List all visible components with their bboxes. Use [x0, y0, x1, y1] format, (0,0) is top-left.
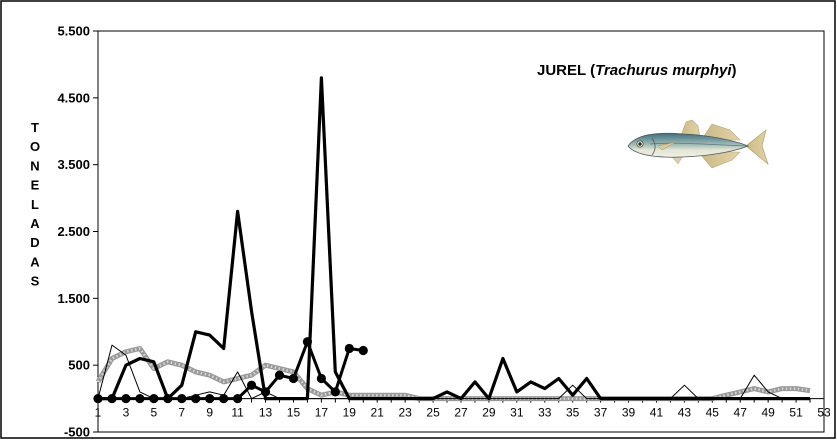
- x-tick-label: 51: [789, 406, 803, 420]
- x-tick-label: 3: [123, 406, 130, 420]
- y-axis-label-letter: T: [31, 120, 39, 135]
- lateral-line: [649, 142, 747, 147]
- data-point: [107, 393, 117, 404]
- x-tick-label: 37: [594, 406, 608, 420]
- series-markers: [93, 337, 368, 404]
- y-tick-label: 3.500: [57, 157, 90, 172]
- x-tick-label: 47: [734, 406, 748, 420]
- x-tick-label: 53: [817, 406, 831, 420]
- plot-area: [97, 30, 825, 433]
- y-axis-label-letter: A: [30, 216, 40, 231]
- series-thin: [97, 344, 810, 400]
- data-point: [191, 393, 201, 404]
- x-tick-label: 19: [343, 406, 357, 420]
- y-axis-label-letter: N: [30, 158, 39, 173]
- x-tick-label: 1: [95, 406, 102, 420]
- x-tick-label: 35: [566, 406, 580, 420]
- x-tick-label: 29: [482, 406, 496, 420]
- x-tick-label: 39: [622, 406, 636, 420]
- series-line-gray-pattern: [96, 347, 811, 400]
- x-tick-label: 31: [510, 406, 524, 420]
- y-axis-label-letter: D: [30, 235, 39, 250]
- data-point: [93, 393, 103, 404]
- fish-pupil: [638, 142, 642, 146]
- chart-title-suffix: ): [732, 62, 737, 79]
- y-tick-label: -500: [64, 425, 90, 440]
- data-point: [163, 393, 173, 404]
- y-axis-label-letter: L: [31, 197, 39, 212]
- x-tick-label: 9: [206, 406, 213, 420]
- chart-title-prefix: JUREL (: [537, 62, 595, 79]
- data-point: [205, 393, 215, 404]
- data-point: [330, 387, 340, 397]
- data-point: [288, 373, 299, 384]
- data-point: [246, 380, 257, 390]
- data-point: [302, 337, 313, 347]
- x-tick-label: 25: [426, 406, 440, 420]
- y-tick-label: 4.500: [57, 90, 90, 105]
- x-tick-label: 7: [178, 406, 185, 420]
- series-line-thin: [97, 344, 810, 400]
- data-point: [177, 393, 187, 404]
- data-point: [233, 393, 243, 404]
- y-axis-label-letter: S: [31, 274, 40, 289]
- pectoral-fin: [657, 141, 677, 151]
- y-tick-label: 2.500: [57, 224, 90, 239]
- data-point: [358, 345, 368, 356]
- y-tick-label: 500: [68, 358, 90, 373]
- x-tick-label: 49: [761, 406, 775, 420]
- series-thick: [98, 76, 810, 401]
- x-tick-label: 11: [231, 406, 244, 420]
- tail-fin: [745, 129, 769, 165]
- x-tick-label: 45: [706, 406, 720, 420]
- y-tick-label: 1.500: [57, 291, 90, 306]
- x-tick-label: 5: [151, 406, 158, 420]
- data-point: [316, 373, 326, 384]
- data-point: [121, 393, 131, 404]
- chart-title-scientific: Trachurus murphyi: [595, 62, 732, 79]
- x-tick-label: 15: [287, 406, 301, 420]
- data-point: [135, 393, 145, 404]
- series-line-thick: [98, 76, 810, 401]
- x-tick-label: 21: [371, 406, 385, 420]
- data-point: [260, 387, 271, 397]
- x-tick-label: 27: [454, 406, 468, 420]
- x-tick-label: 23: [398, 406, 412, 420]
- fish-illustration: [627, 119, 769, 169]
- series-layer: [93, 76, 811, 404]
- data-point: [219, 393, 229, 404]
- y-tick-label: 5.500: [57, 24, 90, 39]
- gill: [651, 137, 656, 156]
- fish-body: [627, 132, 750, 158]
- data-point: [344, 343, 354, 354]
- y-axis-label-letter: O: [30, 139, 40, 154]
- x-tick-label: 33: [538, 406, 552, 420]
- x-tick-label: 41: [650, 406, 664, 420]
- x-tick-label: 43: [678, 406, 692, 420]
- x-tick-label: 17: [315, 406, 329, 420]
- y-axis-label-letter: E: [31, 178, 40, 193]
- y-axis-label-letter: A: [30, 254, 40, 269]
- chart-title: JUREL (Trachurus murphyi): [537, 62, 737, 79]
- x-tick-label: 13: [259, 406, 273, 420]
- data-point: [149, 393, 159, 404]
- data-point: [274, 370, 285, 380]
